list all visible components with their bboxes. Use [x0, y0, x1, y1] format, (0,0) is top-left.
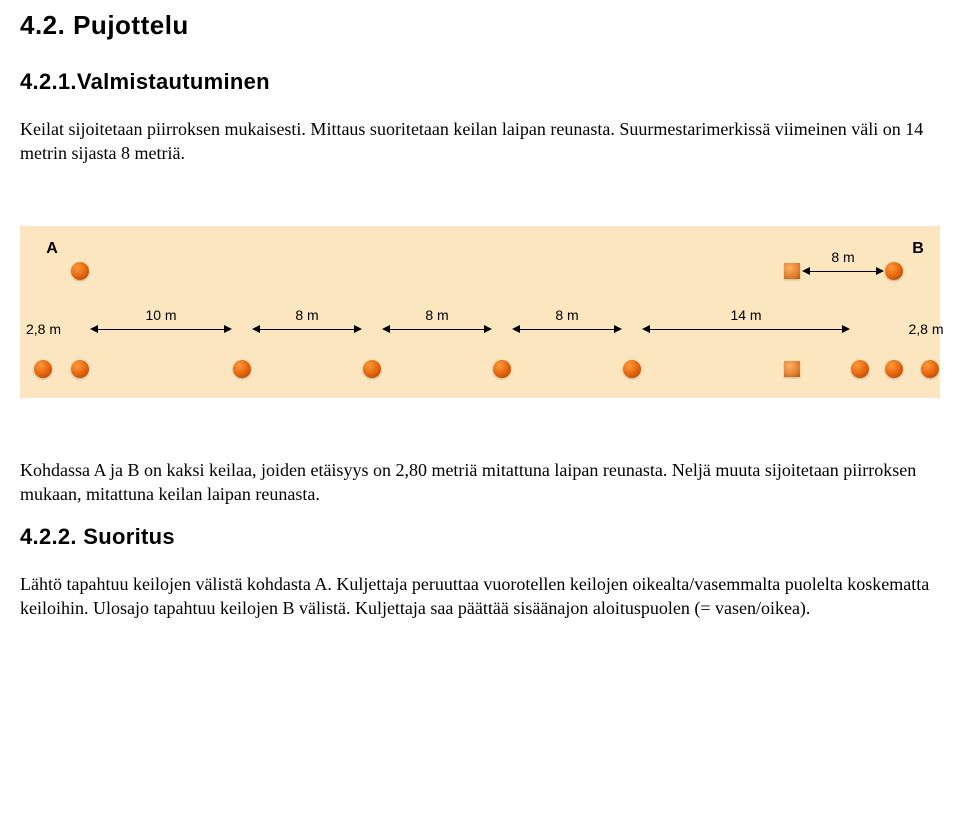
after-diagram-paragraph: Kohdassa A ja B on kaksi keilaa, joiden … [20, 458, 940, 507]
dim-10m [96, 329, 226, 330]
dim-8m-1-label: 8 m [295, 307, 318, 323]
label-A: A [46, 240, 58, 258]
node-lower-5 [623, 360, 641, 378]
dim-10m-label: 10 m [145, 307, 176, 323]
dim-10m-arrow-right [224, 325, 232, 333]
label-left-28: 2,8 m [26, 321, 61, 337]
dim-upper-8m-arrow-right [876, 267, 884, 275]
node-lower-3 [363, 360, 381, 378]
dim-8m-3-label: 8 m [555, 307, 578, 323]
label-upper-8m: 8 m [831, 249, 854, 265]
label-B: B [912, 240, 924, 258]
node-lower-square [784, 361, 800, 377]
dim-8m-2-arrow-left [382, 325, 390, 333]
node-lower-2 [233, 360, 251, 378]
dim-14m [648, 329, 844, 330]
execution-paragraph: Lähtö tapahtuu keilojen välistä kohdasta… [20, 572, 940, 621]
dim-14m-arrow-right [842, 325, 850, 333]
dim-8m-2 [388, 329, 486, 330]
diagram-container: A B 8 m 2,8 m 10 m 8 m 8 m 8 m 14 m 2,8 m [20, 226, 940, 398]
label-right-28: 2,8 m [908, 321, 943, 337]
dim-14m-label: 14 m [730, 307, 761, 323]
subsection-2-title: 4.2.2. Suoritus [20, 524, 940, 550]
dim-8m-1-arrow-left [252, 325, 260, 333]
node-upper-A [71, 262, 89, 280]
dim-8m-1 [258, 329, 356, 330]
section-title: 4.2. Pujottelu [20, 10, 940, 41]
dim-upper-8m-arrow-left [802, 267, 810, 275]
node-upper-square [784, 263, 800, 279]
dim-8m-3-arrow-left [512, 325, 520, 333]
dim-8m-1-arrow-right [354, 325, 362, 333]
node-lower-4 [493, 360, 511, 378]
dim-8m-3 [518, 329, 616, 330]
dim-8m-3-arrow-right [614, 325, 622, 333]
dim-14m-arrow-left [642, 325, 650, 333]
node-lower-0 [34, 360, 52, 378]
dim-10m-arrow-left [90, 325, 98, 333]
slalom-diagram: A B 8 m 2,8 m 10 m 8 m 8 m 8 m 14 m 2,8 m [20, 226, 940, 398]
intro-paragraph: Keilat sijoitetaan piirroksen mukaisesti… [20, 117, 940, 166]
subsection-1-title: 4.2.1.Valmistautuminen [20, 69, 940, 95]
node-lower-6 [851, 360, 869, 378]
node-lower-1 [71, 360, 89, 378]
dim-8m-2-label: 8 m [425, 307, 448, 323]
dim-8m-2-arrow-right [484, 325, 492, 333]
node-lower-8 [921, 360, 939, 378]
node-lower-7 [885, 360, 903, 378]
dim-upper-8m [808, 271, 878, 272]
node-upper-B [885, 262, 903, 280]
